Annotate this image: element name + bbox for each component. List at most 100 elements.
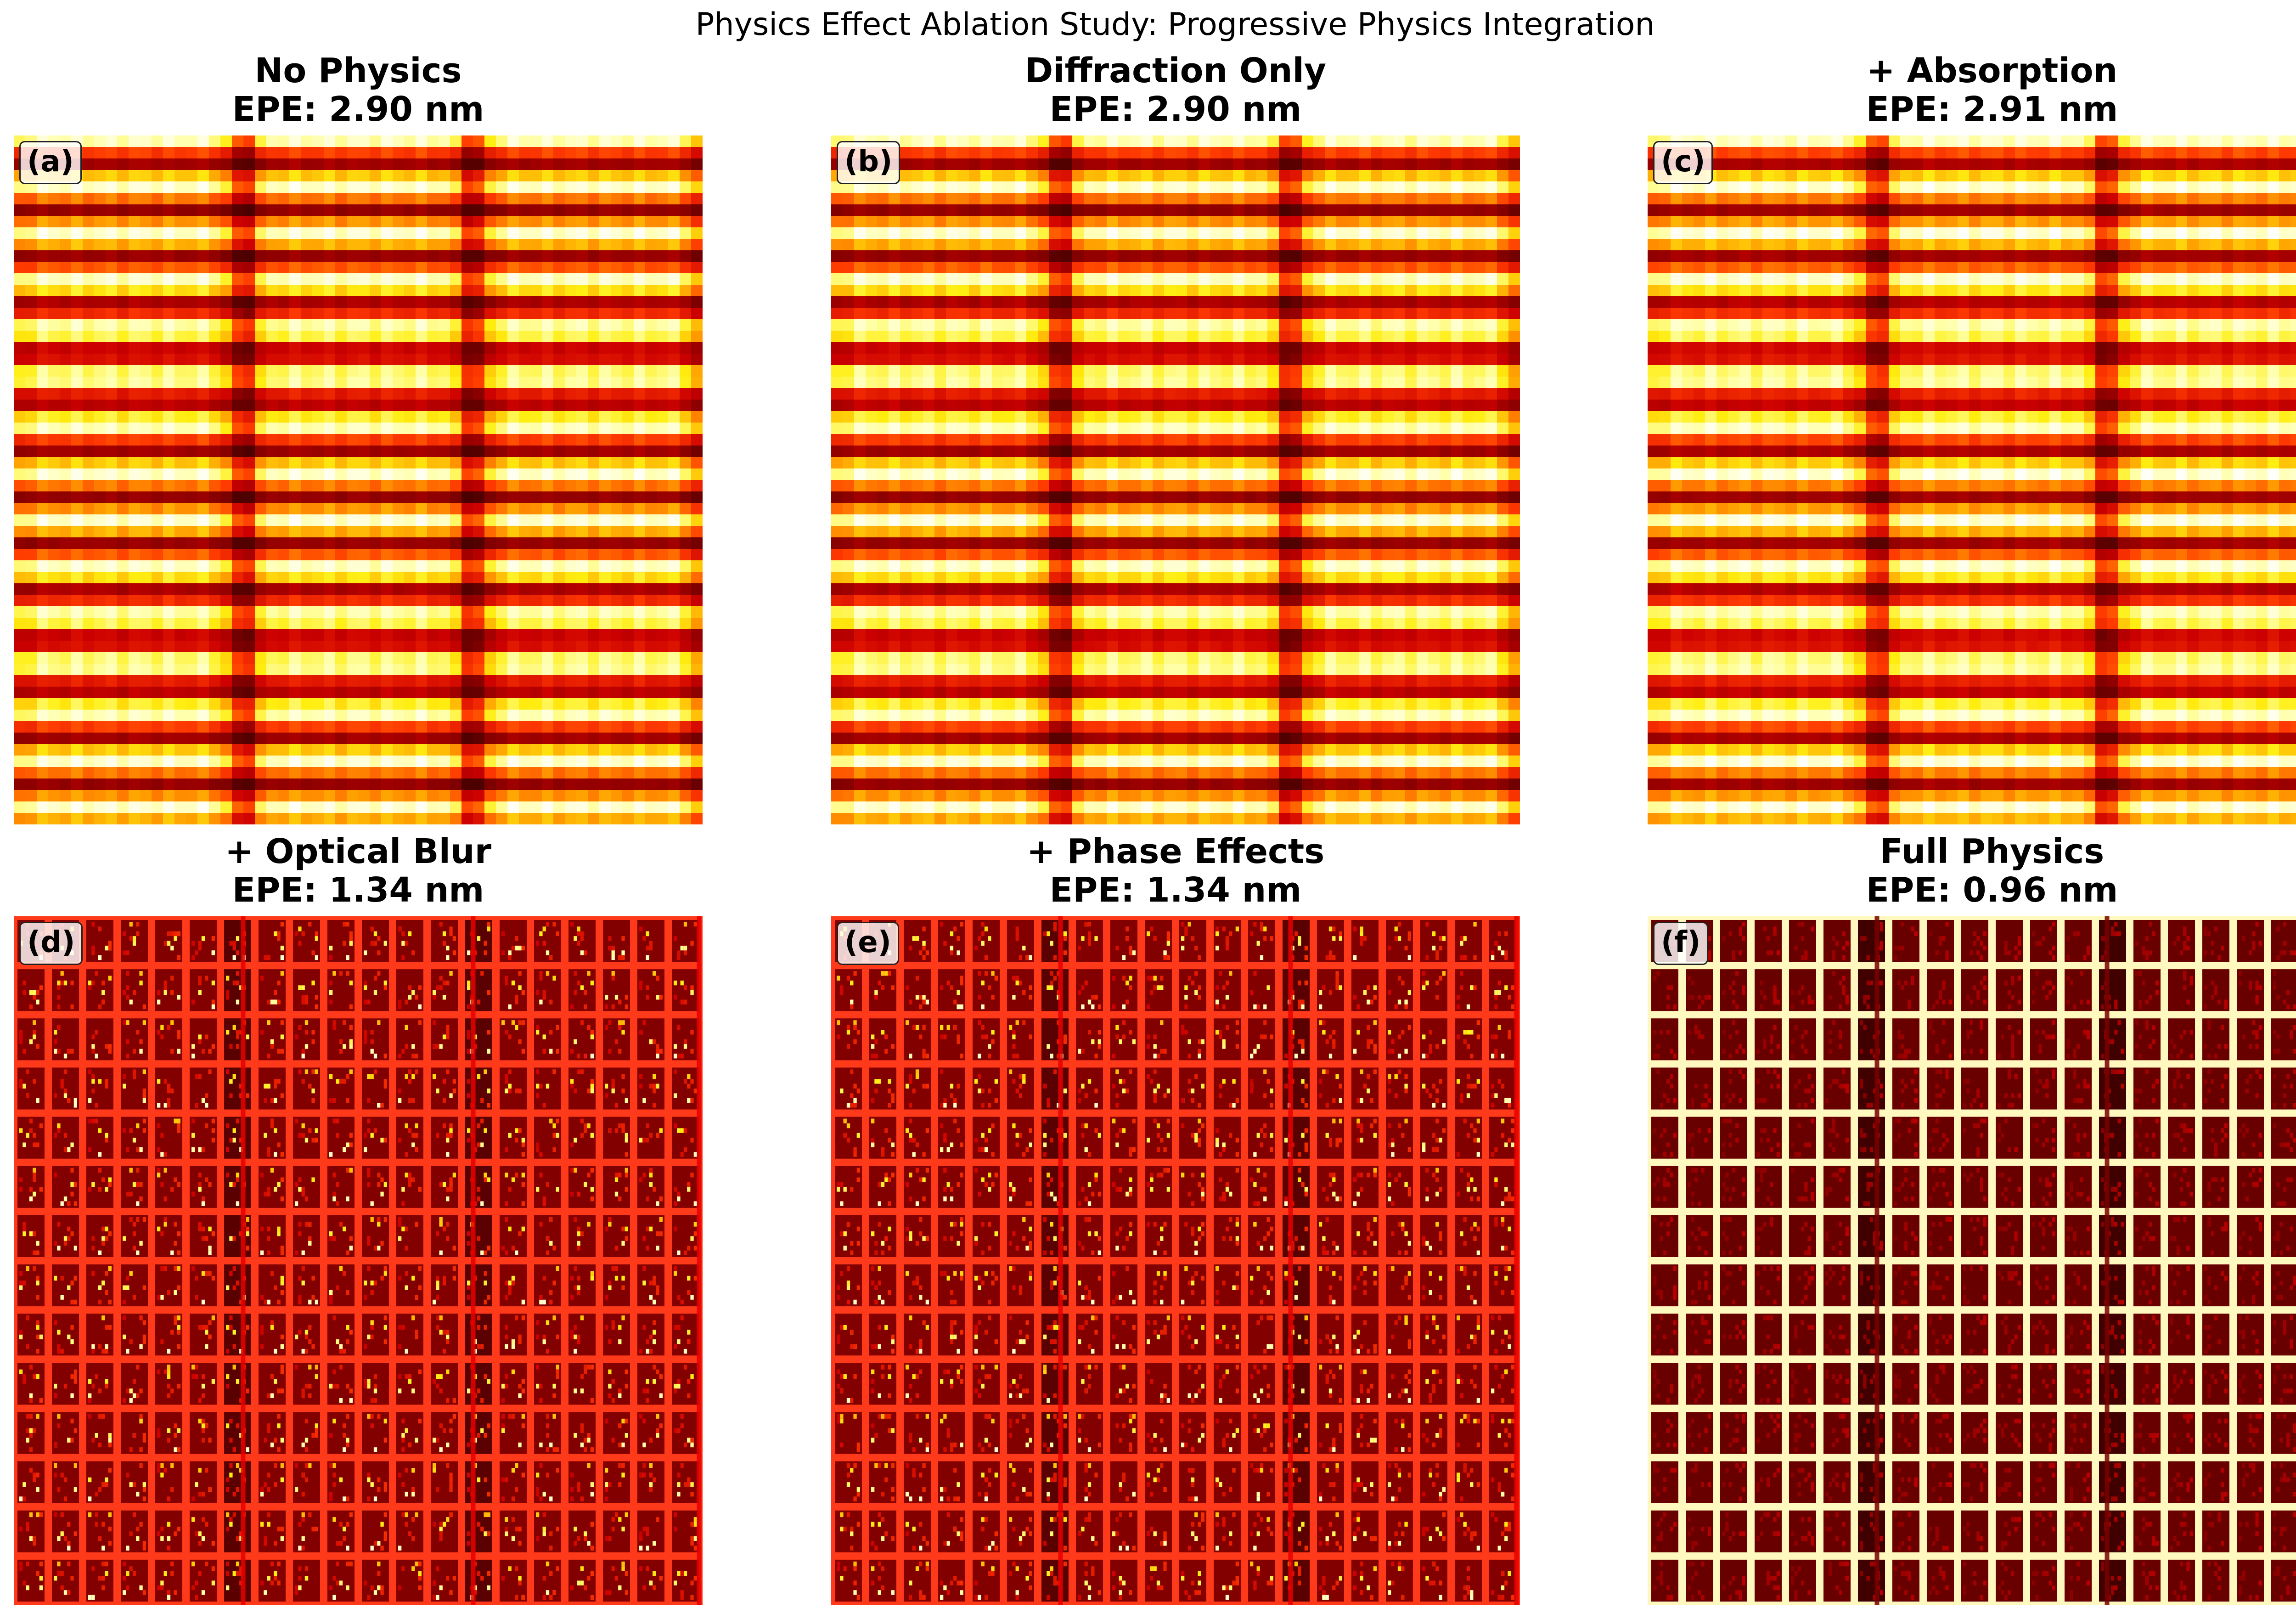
heatmap-cell	[289, 331, 301, 343]
heatmap-cell	[1003, 262, 1015, 274]
heatmap-cell	[634, 285, 646, 297]
heatmap-cell	[1084, 250, 1096, 262]
heatmap-cell	[381, 629, 393, 641]
heatmap-cell	[691, 606, 703, 618]
heatmap-cell	[889, 308, 900, 320]
heatmap-cell	[519, 423, 531, 434]
heatmap-cell	[1486, 342, 1497, 354]
heatmap-cell	[1336, 239, 1348, 251]
heatmap-cell	[14, 285, 26, 297]
heatmap-cell	[83, 227, 95, 239]
heatmap-cell	[507, 778, 519, 790]
heatmap-cell	[691, 181, 703, 193]
heatmap-cell	[186, 158, 198, 170]
heatmap-cell	[278, 652, 290, 664]
heatmap-cell	[48, 296, 60, 308]
heatmap-cell	[60, 400, 72, 412]
heatmap-cell	[519, 514, 531, 526]
heatmap-cell	[25, 423, 37, 434]
heatmap-cell	[117, 606, 129, 618]
heatmap-cell	[48, 537, 60, 549]
heatmap-cell	[83, 549, 95, 561]
heatmap-cell	[404, 377, 416, 389]
heatmap-cell	[347, 503, 359, 515]
heatmap-cell	[129, 721, 141, 733]
heatmap-cell	[1026, 388, 1038, 400]
heatmap-cell	[542, 641, 554, 653]
heatmap-cell	[576, 480, 588, 492]
heatmap-cell	[946, 319, 958, 331]
heatmap-cell	[634, 537, 646, 549]
heatmap-cell	[484, 560, 496, 572]
heatmap-cell	[611, 641, 623, 653]
heatmap-cell	[691, 652, 703, 664]
heatmap-cell	[611, 801, 623, 813]
heatmap-cell	[140, 801, 152, 813]
heatmap-cell	[439, 698, 450, 710]
heatmap-cell	[439, 721, 450, 733]
heatmap-cell	[117, 388, 129, 400]
heatmap-cell	[324, 491, 336, 503]
heatmap-cell	[461, 629, 473, 641]
heatmap-cell	[71, 560, 83, 572]
heatmap-cell	[634, 572, 646, 584]
heatmap-cell	[473, 491, 485, 503]
heatmap-cell	[347, 468, 359, 480]
heatmap-cell	[14, 491, 26, 503]
heatmap-cell	[912, 285, 923, 297]
heatmap-cell	[553, 262, 565, 274]
heatmap-cell	[553, 606, 565, 618]
heatmap-cell	[691, 675, 703, 687]
heatmap-cell	[83, 514, 95, 526]
heatmap-cell	[461, 193, 473, 205]
heatmap-cell	[255, 331, 267, 343]
heatmap-cell	[1244, 331, 1256, 343]
heatmap-cell	[1371, 296, 1383, 308]
heatmap-cell	[1049, 193, 1061, 205]
heatmap-cell	[622, 446, 634, 457]
heatmap-cell	[152, 468, 163, 480]
heatmap-cell	[519, 193, 531, 205]
heatmap-cell	[140, 331, 152, 343]
heatmap-cell	[289, 262, 301, 274]
heatmap-cell	[439, 710, 450, 722]
heatmap-cell	[48, 767, 60, 779]
heatmap-cell	[553, 733, 565, 745]
heatmap-cell	[1290, 204, 1302, 216]
heatmap-cell	[484, 744, 496, 756]
heatmap-cell	[576, 710, 588, 722]
heatmap-cell	[71, 411, 83, 423]
heatmap-cell	[542, 285, 554, 297]
heatmap-cell	[140, 423, 152, 434]
heatmap-cell	[657, 204, 669, 216]
heatmap-cell	[657, 549, 669, 561]
heatmap-cell	[1313, 227, 1325, 239]
heatmap-cell	[106, 491, 118, 503]
heatmap-cell	[1164, 331, 1176, 343]
heatmap-cell	[1026, 365, 1038, 377]
heatmap-cell	[278, 250, 290, 262]
heatmap-cell	[1141, 262, 1153, 274]
heatmap-cell	[1026, 308, 1038, 320]
heatmap-cell	[197, 147, 209, 159]
heatmap-cell	[1244, 250, 1256, 262]
heatmap-cell	[278, 549, 290, 561]
heatmap-cell	[1244, 216, 1256, 228]
heatmap-cell	[680, 158, 692, 170]
heatmap-cell	[209, 457, 221, 469]
heatmap-cell	[576, 721, 588, 733]
heatmap-cell	[404, 778, 416, 790]
heatmap-cell	[94, 572, 106, 584]
heatmap-cell	[163, 354, 175, 366]
heatmap-cell	[461, 606, 473, 618]
heatmap-cell	[634, 135, 646, 147]
heatmap-cell	[197, 354, 209, 366]
heatmap-cell	[1084, 147, 1096, 159]
heatmap-cell	[83, 767, 95, 779]
heatmap-cell	[588, 503, 600, 515]
heatmap-cell	[461, 434, 473, 446]
heatmap-cell	[1187, 285, 1199, 297]
heatmap-cell	[1210, 377, 1222, 389]
heatmap-cell	[1107, 308, 1119, 320]
heatmap-cell	[668, 296, 680, 308]
